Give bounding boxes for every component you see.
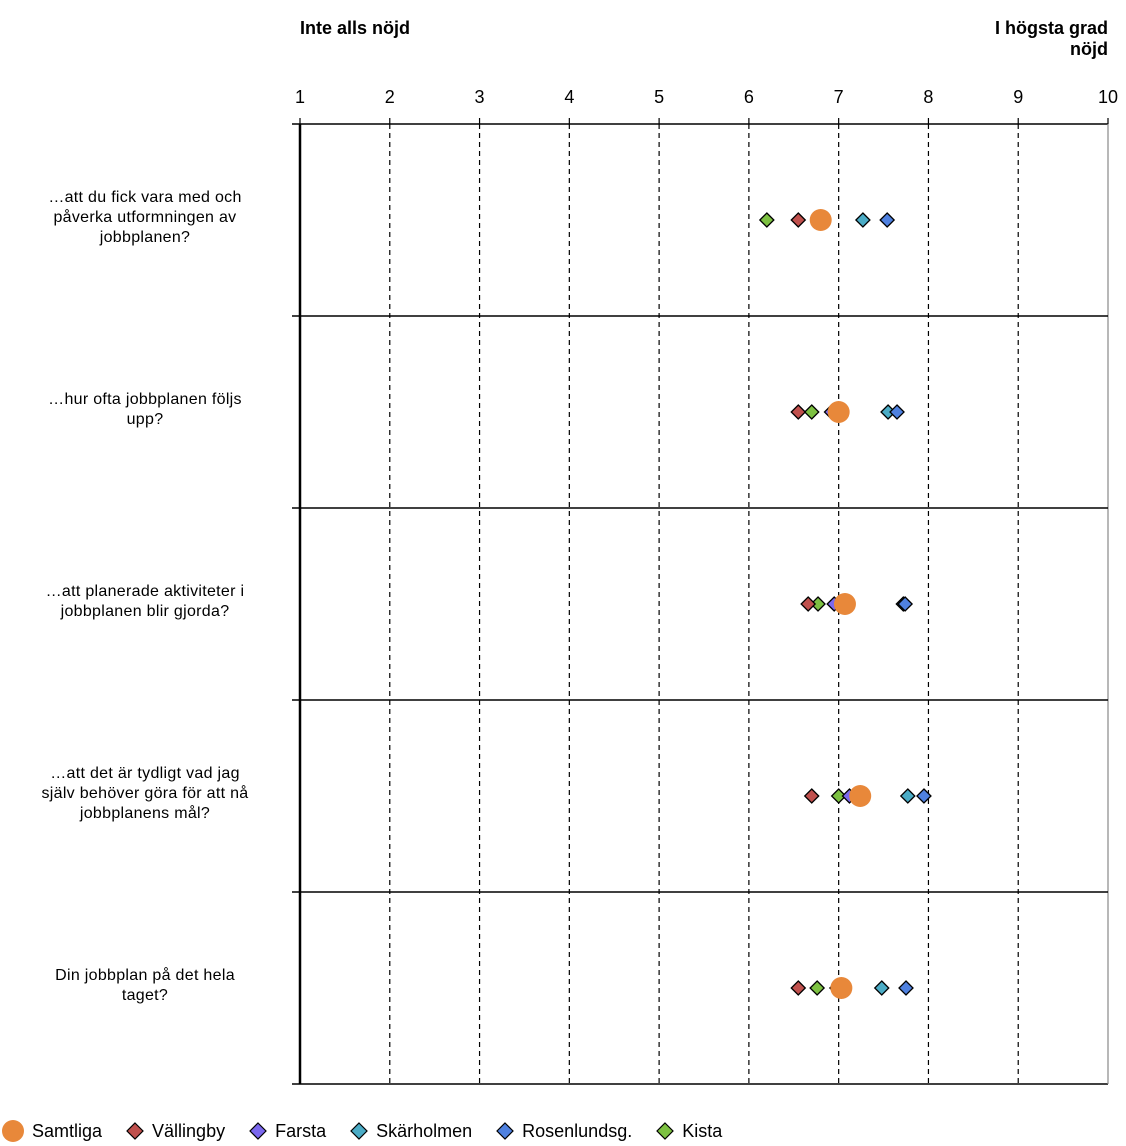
chart-plot: 1 2 3 4 5 6 7 8 9 10 xyxy=(292,87,1118,1085)
category-label: …att det är tydligt vad jag själv behöver… xyxy=(41,765,249,822)
x-tick-label: 10 xyxy=(1098,87,1118,107)
legend-diamond-icon xyxy=(350,1122,368,1140)
marker-rosenlundsg- xyxy=(898,980,914,996)
marker-sk-rholmen xyxy=(899,788,916,804)
x-tick-label: 2 xyxy=(385,87,395,107)
legend-label: Rosenlundsg. xyxy=(522,1120,633,1141)
legend-label: Vällingby xyxy=(152,1120,226,1141)
legend-item-rosenlundsg: Rosenlundsg. xyxy=(494,1120,632,1142)
x-tick-label: 8 xyxy=(923,87,933,107)
legend-diamond-icon xyxy=(656,1122,675,1140)
x-tick-label: 1 xyxy=(295,87,305,107)
legend-circle-icon xyxy=(2,1120,24,1142)
legend-item-kista: Kista xyxy=(654,1120,722,1142)
marker-rosenlundsg- xyxy=(897,596,914,612)
legend-item-farsta: Farsta xyxy=(247,1120,326,1142)
x-tick-label: 9 xyxy=(1013,87,1023,107)
marker-layer xyxy=(758,209,932,999)
x-tick-label: 5 xyxy=(654,87,664,107)
marker-v-llingby xyxy=(790,980,807,996)
marker-rosenlundsg- xyxy=(916,788,932,804)
marker-v-llingby xyxy=(790,404,807,420)
axis-right-label: I högsta grad nöjd xyxy=(994,18,1108,59)
marker-kista xyxy=(758,212,775,228)
axis-left-label: Inte alls nöjd xyxy=(300,18,411,38)
category-label: …att du fick vara med och påverka utformn… xyxy=(48,189,242,246)
category-label: …att planerade aktiviteter i jobbplanen b… xyxy=(45,583,245,620)
grid-layer xyxy=(292,118,1109,1085)
marker-kista xyxy=(809,980,826,996)
marker-v-llingby xyxy=(790,212,807,228)
legend: Samtliga Vällingby Farsta Skärholmen Ros… xyxy=(0,1116,1126,1146)
category-label: …hur ofta jobbplanen följs upp? xyxy=(48,391,242,428)
marker-sk-rholmen xyxy=(854,212,871,228)
marker-v-llingby xyxy=(803,788,820,804)
x-tick-label: 6 xyxy=(744,87,754,107)
marker-kista xyxy=(830,788,847,804)
legend-label: Skärholmen xyxy=(376,1120,473,1141)
legend-item-skarholmen: Skärholmen xyxy=(348,1120,472,1142)
marker-kista xyxy=(803,404,820,420)
marker-samtliga xyxy=(809,209,832,231)
marker-samtliga xyxy=(827,401,850,423)
marker-samtliga xyxy=(830,977,853,999)
marker-rosenlundsg- xyxy=(879,212,896,228)
x-tick-label: 4 xyxy=(564,87,574,107)
marker-samtliga xyxy=(849,785,872,807)
legend-item-samtliga: Samtliga xyxy=(0,1118,102,1144)
legend-label: Farsta xyxy=(275,1120,327,1141)
marker-samtliga xyxy=(833,593,856,615)
marker-sk-rholmen xyxy=(873,980,890,996)
tick-layer: 1 2 3 4 5 6 7 8 9 10 xyxy=(295,87,1118,107)
marker-rosenlundsg- xyxy=(889,404,905,420)
marker-v-llingby xyxy=(800,596,817,612)
x-tick-label: 3 xyxy=(475,87,485,107)
legend-item-vallingby: Vällingby xyxy=(124,1120,225,1142)
legend-diamond-icon xyxy=(126,1122,144,1140)
legend-label: Kista xyxy=(682,1120,723,1141)
legend-diamond-icon xyxy=(249,1122,267,1140)
legend-label: Samtliga xyxy=(32,1120,103,1141)
legend-diamond-icon xyxy=(496,1122,514,1140)
category-label: Din jobbplan på det hela taget? xyxy=(55,967,235,1004)
x-tick-label: 7 xyxy=(834,87,844,107)
